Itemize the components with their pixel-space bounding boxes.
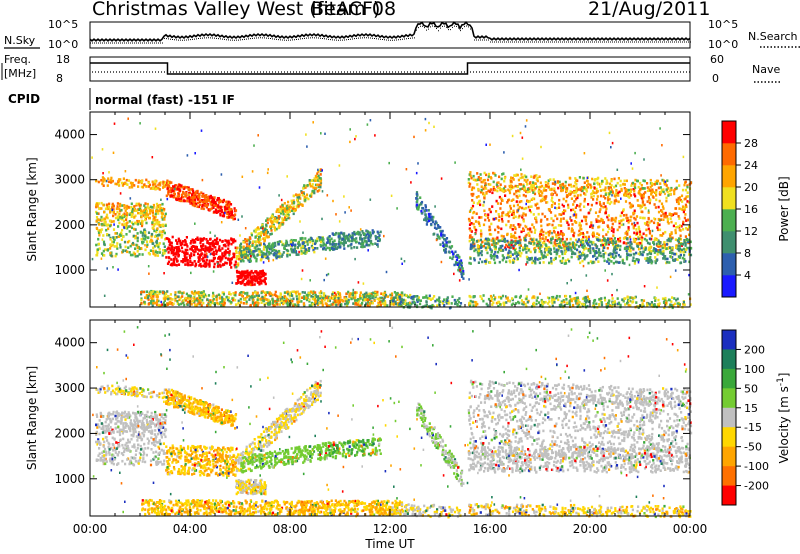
power-colorbar-label: 16 — [744, 203, 758, 216]
freq-unit: [MHz] — [4, 67, 36, 80]
power-panel-ytick-label: 4000 — [54, 128, 85, 142]
power-heatmap-echoes — [91, 117, 693, 310]
velocity-color-swatch — [722, 427, 736, 447]
velocity-panel-ytick-label: 4000 — [54, 336, 85, 350]
velocity-color-swatch — [722, 330, 736, 350]
nsky-label: N.Sky — [4, 34, 36, 47]
nsearch-tick-low: 10^0 — [708, 38, 738, 51]
power-colorbar-label: 28 — [744, 137, 758, 150]
velocity-colorbar-frame — [721, 329, 737, 506]
power-color-swatch — [722, 187, 736, 210]
nsearch-tick-high: 10^5 — [708, 18, 738, 31]
nave-label: Nave — [752, 63, 780, 76]
nsky-tick-low: 10^0 — [48, 38, 78, 51]
power-panel-ytick-label: 1000 — [54, 263, 85, 277]
velocity-color-swatch — [722, 466, 736, 486]
velocity-panel-xtick-label: 08:00 — [273, 522, 308, 536]
power-panel-ylabel: Slant Range [km] — [25, 157, 39, 261]
cpid-label: CPID — [8, 92, 40, 106]
nave-tick-high: 60 — [710, 53, 724, 66]
nsky-trace — [89, 20, 691, 42]
freq-tick-high: 18 — [56, 53, 70, 66]
velocity-colorbar-label: 200 — [744, 343, 765, 356]
power-color-swatch — [722, 165, 736, 188]
nave-tick-low: 0 — [712, 72, 719, 85]
power-colorbar-label: 4 — [744, 269, 751, 282]
nsearch-trace — [90, 25, 691, 44]
power-colorbar-label: 12 — [744, 225, 758, 238]
freq-trace — [90, 62, 690, 75]
freq-strip-frame — [89, 56, 691, 82]
velocity-colorbar-label: 50 — [744, 382, 758, 395]
velocity-heatmap-echoes — [92, 326, 693, 519]
velocity-color-swatch — [722, 446, 736, 467]
nsky-strip-frame — [89, 21, 691, 49]
velocity-color-swatch — [722, 368, 736, 389]
velocity-colorbar-label: -50 — [744, 441, 762, 454]
nsearch-label: N.Search — [748, 30, 798, 43]
power-color-swatch — [722, 253, 736, 276]
velocity-panel-xlabel: Time UT — [364, 537, 415, 551]
nsky-tick-high: 10^5 — [48, 18, 78, 31]
power-colorbar-label: 24 — [744, 159, 758, 172]
velocity-colorbar-label: -100 — [744, 460, 769, 473]
velocity-panel-xtick-label: 20:00 — [573, 522, 608, 536]
power-colorbar-title: Power [dB] — [777, 176, 791, 241]
power-color-swatch — [722, 231, 736, 254]
velocity-color-swatch — [722, 388, 736, 409]
velocity-panel-ytick-label: 3000 — [54, 381, 85, 395]
velocity-panel-xtick-label: 12:00 — [373, 522, 408, 536]
power-color-swatch — [722, 143, 736, 166]
power-colorbar-label: 20 — [744, 181, 758, 194]
power-panel-ytick-label: 3000 — [54, 173, 85, 187]
velocity-panel-xtick-label: 00:00 — [73, 522, 108, 536]
velocity-color-swatch — [722, 407, 736, 428]
date-title: 21/Aug/2011 — [588, 0, 711, 20]
velocity-panel-ytick-label: 1000 — [54, 472, 85, 486]
freq-label: Freq. — [4, 53, 31, 66]
velocity-colorbar-title: Velocity [m s-1] — [776, 373, 791, 464]
beam-title: Beam 08 — [311, 0, 397, 20]
power-color-swatch — [722, 275, 736, 298]
velocity-colorbar-label: -200 — [744, 480, 769, 493]
velocity-panel-ylabel: Slant Range [km] — [25, 366, 39, 470]
velocity-panel-xtick-label: 16:00 — [473, 522, 508, 536]
cpid-program-label: normal (fast) -151 IF — [95, 93, 235, 107]
power-color-swatch — [722, 121, 736, 144]
velocity-panel-ytick-label: 2000 — [54, 426, 85, 440]
velocity-colorbar-label: 100 — [744, 363, 765, 376]
velocity-panel-frame — [89, 319, 691, 517]
power-panel-ytick-label: 2000 — [54, 218, 85, 232]
power-color-swatch — [722, 209, 736, 232]
velocity-colorbar-label: 15 — [744, 402, 758, 415]
velocity-color-swatch — [722, 349, 736, 370]
station-title: Christmas Valley West (fitACF) — [92, 0, 381, 20]
velocity-panel-xtick-label: 04:00 — [173, 522, 208, 536]
freq-tick-low: 8 — [56, 72, 63, 85]
velocity-colorbar-label: -15 — [744, 421, 762, 434]
power-colorbar-label: 8 — [744, 247, 751, 260]
velocity-panel-xtick-label: 00:00 — [673, 522, 708, 536]
velocity-color-swatch — [722, 485, 736, 506]
